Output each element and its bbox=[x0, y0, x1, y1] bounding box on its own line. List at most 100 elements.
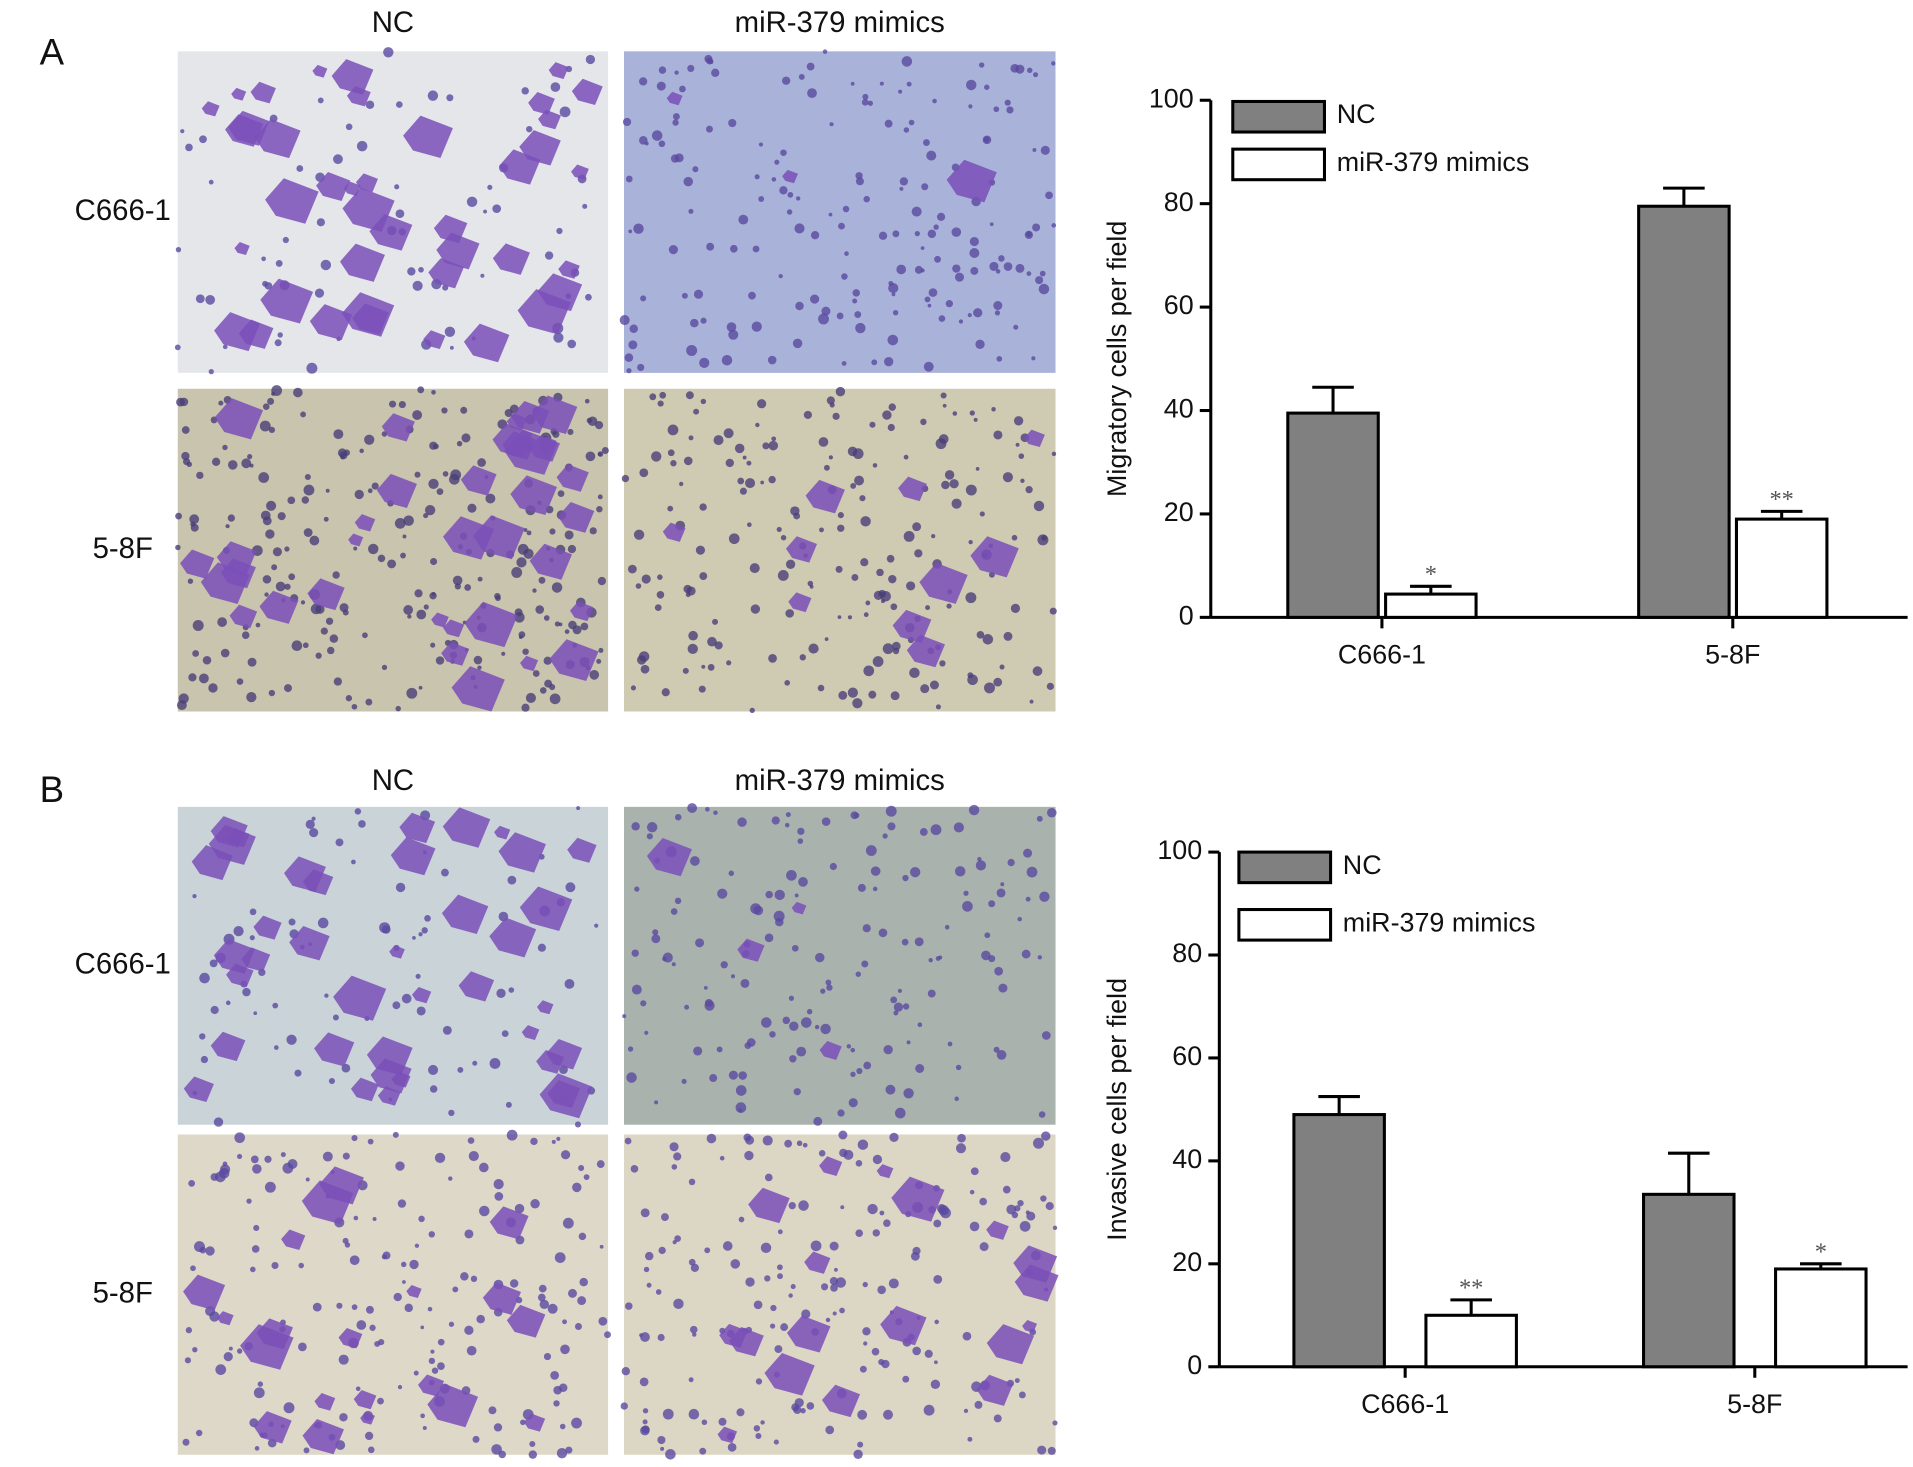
cell-dot bbox=[403, 515, 414, 526]
cell-blob bbox=[473, 515, 525, 560]
cell-dot bbox=[192, 650, 200, 657]
cell-blob bbox=[547, 1080, 581, 1109]
cell-dot bbox=[259, 420, 271, 432]
cell-dot bbox=[345, 123, 353, 131]
cell-dot bbox=[982, 634, 994, 645]
cell-dot bbox=[274, 339, 282, 347]
x-tick-label: 5-8F bbox=[1727, 1389, 1782, 1419]
cell-dot bbox=[198, 673, 209, 684]
cell-dot bbox=[818, 313, 829, 325]
cell-dot bbox=[272, 547, 282, 557]
cell-dot bbox=[661, 688, 670, 697]
cell-blob bbox=[717, 1426, 738, 1444]
cell-dot bbox=[395, 882, 406, 893]
cell-dot bbox=[711, 68, 720, 78]
cell-dot bbox=[1026, 866, 1038, 878]
cell-dot bbox=[832, 412, 840, 420]
cell-dot bbox=[199, 1033, 206, 1040]
cell-dot bbox=[847, 687, 858, 698]
cell-dot bbox=[764, 1275, 771, 1282]
cell-dot bbox=[774, 159, 780, 165]
cell-dot bbox=[844, 251, 849, 256]
cell-dot bbox=[643, 1266, 650, 1273]
cell-dot bbox=[400, 1261, 407, 1268]
cell-dot bbox=[266, 500, 277, 511]
cell-dot bbox=[927, 229, 937, 239]
cell-dot bbox=[333, 429, 344, 440]
cell-dot bbox=[670, 908, 678, 915]
cell-dot bbox=[353, 546, 358, 551]
cell-dot bbox=[884, 119, 893, 128]
cell-dot bbox=[658, 1246, 666, 1255]
cell-dot bbox=[1052, 1420, 1058, 1426]
cell-dot bbox=[265, 529, 275, 539]
cell-dot bbox=[1033, 72, 1039, 78]
cell-dot bbox=[818, 437, 829, 447]
cell-dot bbox=[925, 605, 931, 611]
cell-dot bbox=[690, 318, 699, 328]
cell-dot bbox=[633, 529, 645, 540]
cell-dot bbox=[879, 1210, 885, 1216]
cell-dot bbox=[906, 81, 912, 87]
cell-dot bbox=[413, 1370, 419, 1376]
cell-dot bbox=[273, 1045, 279, 1050]
cell-dot bbox=[1020, 478, 1025, 483]
cell-dot bbox=[894, 1107, 906, 1119]
micrograph bbox=[175, 385, 609, 712]
cell-dot bbox=[829, 122, 834, 127]
cell-dot bbox=[939, 660, 946, 667]
cell-blob bbox=[403, 115, 453, 159]
cell-dot bbox=[294, 1069, 302, 1077]
x-tick-label: C666-1 bbox=[1338, 640, 1426, 670]
cell-dot bbox=[941, 480, 950, 490]
cell-dot bbox=[897, 988, 902, 993]
cell-dot bbox=[967, 313, 972, 318]
cell-dot bbox=[892, 641, 901, 651]
cell-dot bbox=[407, 267, 416, 276]
cell-dot bbox=[776, 1264, 783, 1271]
cell-dot bbox=[509, 1279, 519, 1288]
cell-dot bbox=[406, 687, 418, 699]
cell-blob bbox=[748, 1187, 790, 1224]
cell-dot bbox=[754, 174, 760, 180]
cell-dot bbox=[966, 79, 977, 91]
cell-dot bbox=[944, 924, 950, 930]
cell-dot bbox=[998, 983, 1008, 993]
cell-blob bbox=[390, 837, 436, 876]
cell-dot bbox=[979, 1242, 989, 1252]
cell-dot bbox=[852, 448, 864, 460]
cell-dot bbox=[857, 1409, 868, 1420]
cell-dot bbox=[693, 1046, 703, 1056]
cell-dot bbox=[403, 605, 414, 615]
cell-blob bbox=[520, 655, 539, 672]
cell-dot bbox=[708, 59, 714, 65]
cell-dot bbox=[903, 127, 910, 133]
cell-dot bbox=[887, 423, 895, 432]
cell-dot bbox=[585, 54, 596, 65]
cell-dot bbox=[760, 480, 765, 485]
cell-dot bbox=[988, 955, 996, 963]
cell-dot bbox=[792, 338, 803, 349]
cell-dot bbox=[402, 1280, 406, 1284]
cell-dot bbox=[423, 604, 429, 610]
cell-dot bbox=[689, 856, 700, 866]
cell-dot bbox=[780, 1323, 789, 1332]
cell-dot bbox=[958, 319, 964, 324]
cell-dot bbox=[651, 451, 662, 462]
cell-dot bbox=[993, 677, 1003, 687]
cell-dot bbox=[877, 1285, 886, 1295]
cell-dot bbox=[762, 442, 770, 450]
cell-dot bbox=[594, 420, 604, 430]
cell-dot bbox=[825, 979, 832, 986]
cell-dot bbox=[652, 929, 659, 936]
cell-blob bbox=[183, 1274, 226, 1311]
cell-dot bbox=[830, 1284, 838, 1292]
cell-dot bbox=[241, 631, 250, 639]
cell-dot bbox=[930, 824, 942, 836]
cell-dot bbox=[467, 1137, 475, 1144]
cell-dot bbox=[496, 988, 506, 998]
cell-dot bbox=[215, 1364, 227, 1375]
cell-dot bbox=[688, 630, 698, 641]
cell-dot bbox=[767, 355, 777, 365]
cell-dot bbox=[975, 467, 980, 471]
